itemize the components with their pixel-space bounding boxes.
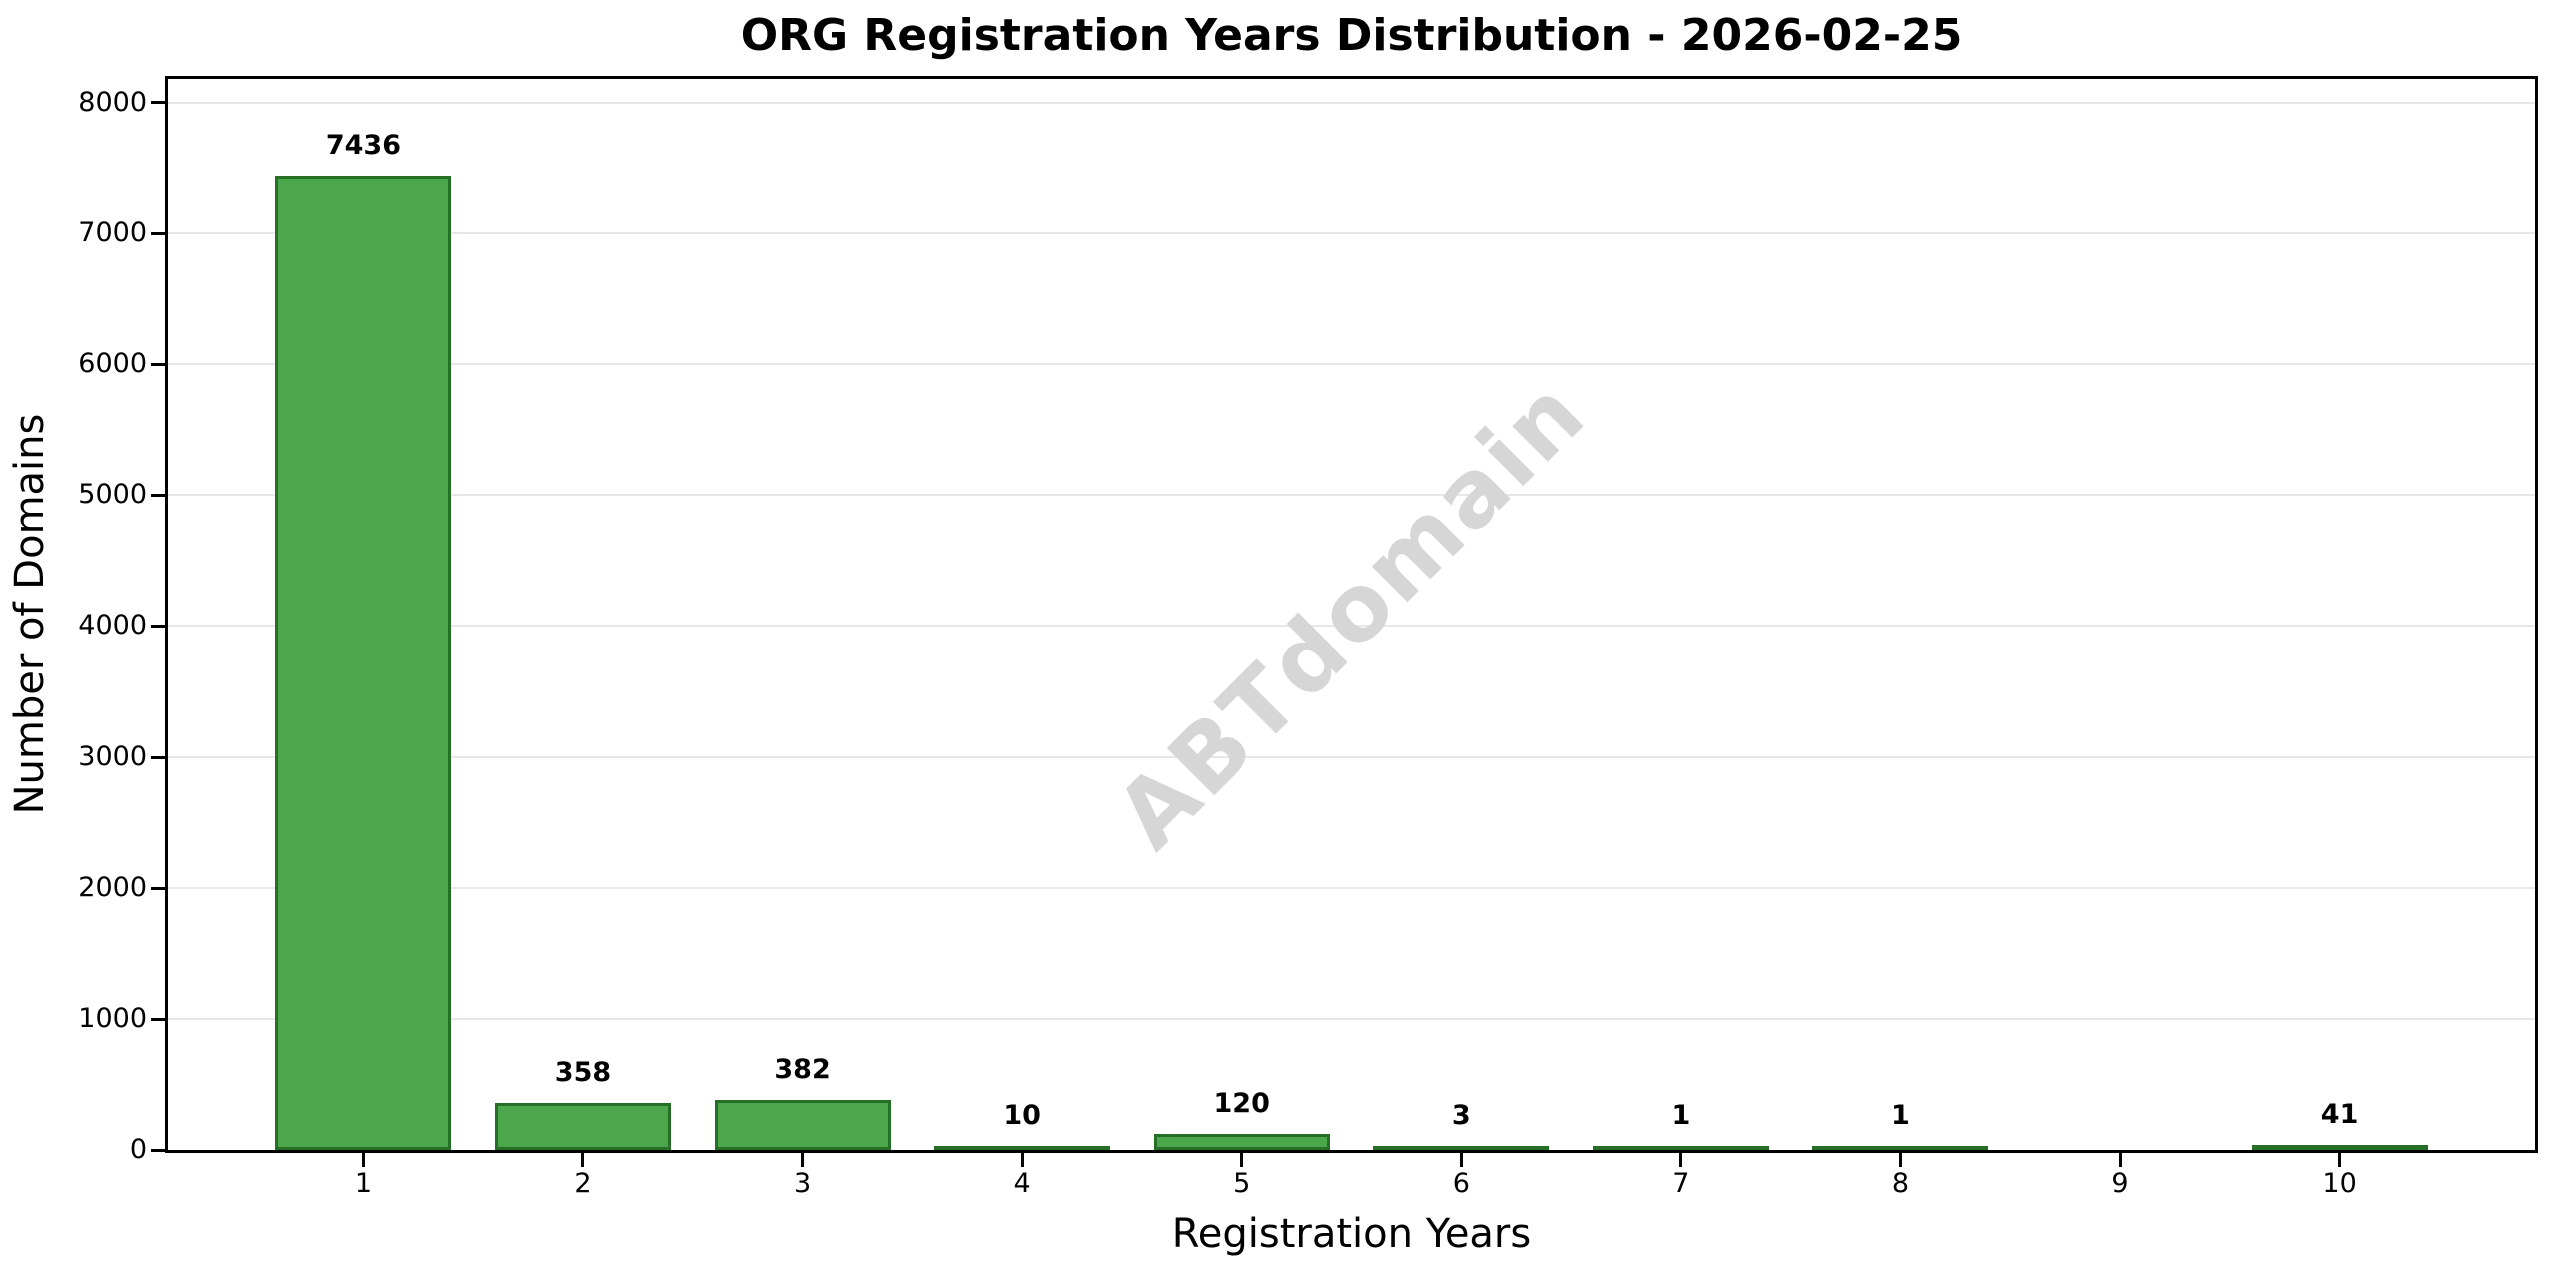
x-tick-mark (581, 1153, 585, 1167)
bar (1812, 1146, 1989, 1152)
x-tick-label: 9 (2111, 1168, 2129, 1199)
y-tick-label: 0 (129, 1134, 147, 1165)
bar-value-label: 358 (554, 1057, 612, 1088)
y-tick-label: 8000 (78, 86, 147, 118)
y-tick-mark (151, 231, 165, 235)
bar (714, 1100, 891, 1150)
y-tick-label: 4000 (78, 610, 147, 642)
bar-value-label: 10 (1003, 1100, 1041, 1131)
x-tick-label: 3 (793, 1168, 812, 1199)
gridline (168, 625, 2535, 628)
x-tick-label: 10 (2322, 1168, 2357, 1199)
y-tick-mark (151, 624, 165, 628)
gridline (168, 363, 2535, 366)
y-tick-label: 5000 (78, 479, 147, 511)
gridline (168, 494, 2535, 497)
x-tick-mark (1459, 1153, 1463, 1167)
bar (1153, 1134, 1330, 1150)
y-tick-label: 2000 (78, 872, 147, 904)
bar-value-label: 41 (2320, 1099, 2359, 1130)
x-tick-mark (361, 1153, 365, 1167)
y-tick-mark (151, 101, 165, 105)
gridline (168, 101, 2535, 104)
bar-value-label: 7436 (325, 130, 401, 161)
bar (1373, 1146, 1550, 1152)
gridline (168, 756, 2535, 759)
bar-value-label: 3 (1451, 1100, 1471, 1131)
x-tick-label: 1 (354, 1168, 372, 1199)
bar (2251, 1145, 2428, 1151)
y-tick-label: 3000 (78, 741, 147, 773)
y-tick-mark (151, 886, 165, 890)
y-tick-mark (151, 362, 165, 366)
x-tick-mark (1020, 1153, 1024, 1167)
x-tick-mark (801, 1153, 805, 1167)
y-tick-mark (151, 1148, 165, 1152)
y-tick-label: 1000 (78, 1003, 147, 1035)
x-tick-label: 4 (1013, 1168, 1031, 1199)
bar (275, 176, 452, 1150)
bar (934, 1146, 1111, 1152)
bar-value-label: 382 (774, 1054, 831, 1085)
watermark: ABTdomain (1095, 358, 1607, 870)
gridline (168, 887, 2535, 890)
x-tick-label: 2 (574, 1168, 592, 1199)
bar-value-label: 120 (1213, 1088, 1270, 1119)
chart-title: ORG Registration Years Distribution - 20… (740, 10, 1963, 61)
y-tick-mark (151, 1017, 165, 1021)
gridline (168, 232, 2535, 235)
y-tick-label: 6000 (78, 348, 147, 380)
y-tick-mark (151, 493, 165, 497)
x-tick-label: 5 (1233, 1168, 1251, 1199)
x-axis-label: Registration Years (1171, 1211, 1532, 1257)
x-tick-mark (2338, 1153, 2342, 1167)
bar-value-label: 1 (1671, 1100, 1691, 1131)
bar (1592, 1146, 1769, 1152)
x-tick-label: 6 (1452, 1168, 1470, 1199)
y-tick-mark (151, 755, 165, 759)
x-tick-mark (1240, 1153, 1244, 1167)
bar-value-label: 1 (1891, 1100, 1910, 1131)
y-tick-label: 7000 (78, 217, 147, 249)
x-tick-label: 7 (1672, 1168, 1690, 1199)
x-tick-mark (2118, 1153, 2122, 1167)
bar (494, 1103, 671, 1150)
x-tick-mark (1898, 1153, 1902, 1167)
gridline (168, 1018, 2535, 1021)
x-tick-mark (1679, 1153, 1683, 1167)
x-tick-label: 8 (1891, 1168, 1910, 1199)
